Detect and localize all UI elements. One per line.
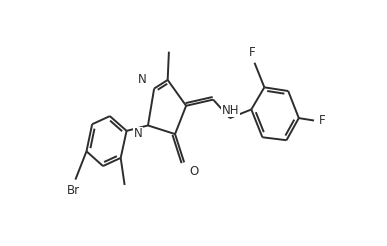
Text: O: O	[190, 165, 199, 178]
Text: N: N	[134, 127, 142, 140]
Text: F: F	[249, 46, 256, 59]
Text: Br: Br	[67, 184, 80, 197]
Text: F: F	[319, 114, 325, 127]
Text: N: N	[138, 73, 147, 86]
Text: NH: NH	[222, 104, 239, 117]
